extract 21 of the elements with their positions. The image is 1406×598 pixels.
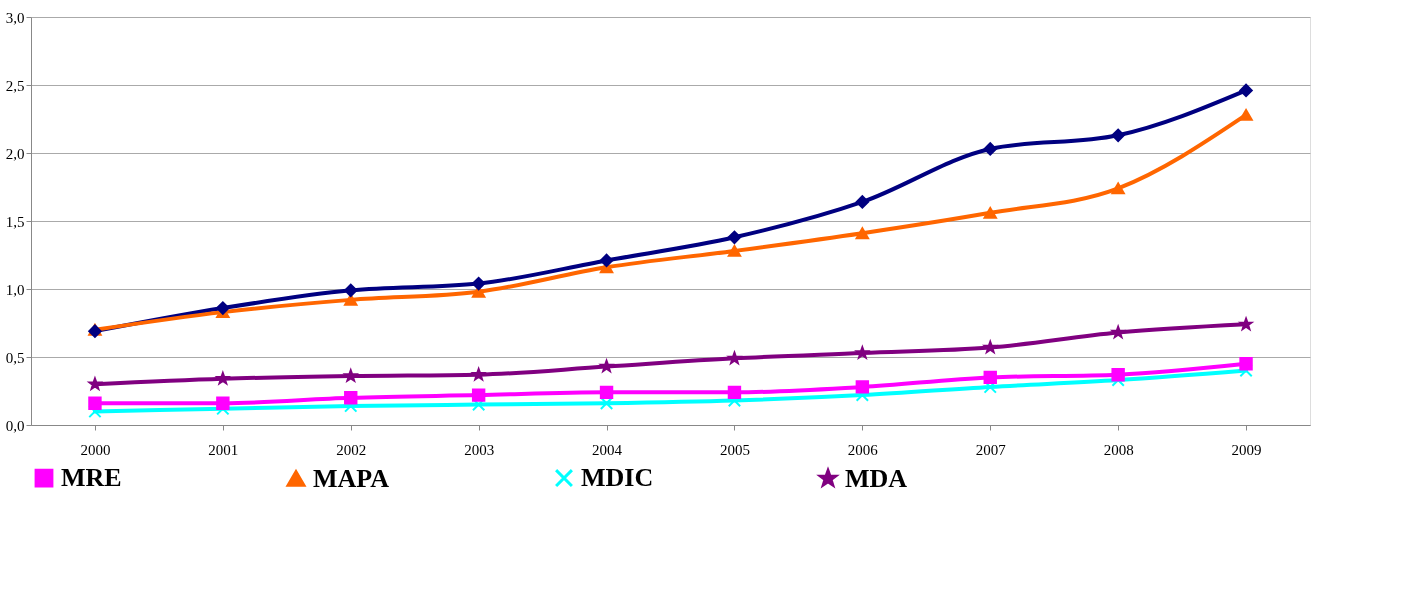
x-tick-label: 2002 — [336, 441, 367, 458]
x-tick-label: 2004 — [592, 441, 623, 458]
legend-label: MDIC — [581, 463, 654, 493]
x-tick-label: 2008 — [1103, 441, 1134, 458]
y-tick-label: 0,5 — [5, 349, 25, 366]
y-tick-label: 2,5 — [5, 77, 25, 94]
y-tick-label: 1,0 — [5, 281, 25, 298]
legend-label: MRE — [61, 463, 122, 493]
y-tick-label: 3,0 — [5, 9, 25, 26]
x-tick-label: 2009 — [1231, 441, 1262, 458]
x-tick-label: 2001 — [208, 441, 239, 458]
y-tick-label: 0,0 — [5, 417, 25, 434]
x-tick-label: 2005 — [719, 441, 750, 458]
legend-label: MAPA — [313, 463, 390, 493]
x-tick-label: 2000 — [80, 441, 111, 458]
x-tick-label: 2003 — [464, 441, 495, 458]
x-tick-label: 2006 — [847, 441, 879, 458]
legend-label: MDA — [845, 463, 908, 493]
y-tick-label: 1,5 — [5, 213, 25, 230]
y-tick-label: 2,0 — [5, 145, 25, 162]
x-tick-label: 2007 — [975, 441, 1007, 458]
